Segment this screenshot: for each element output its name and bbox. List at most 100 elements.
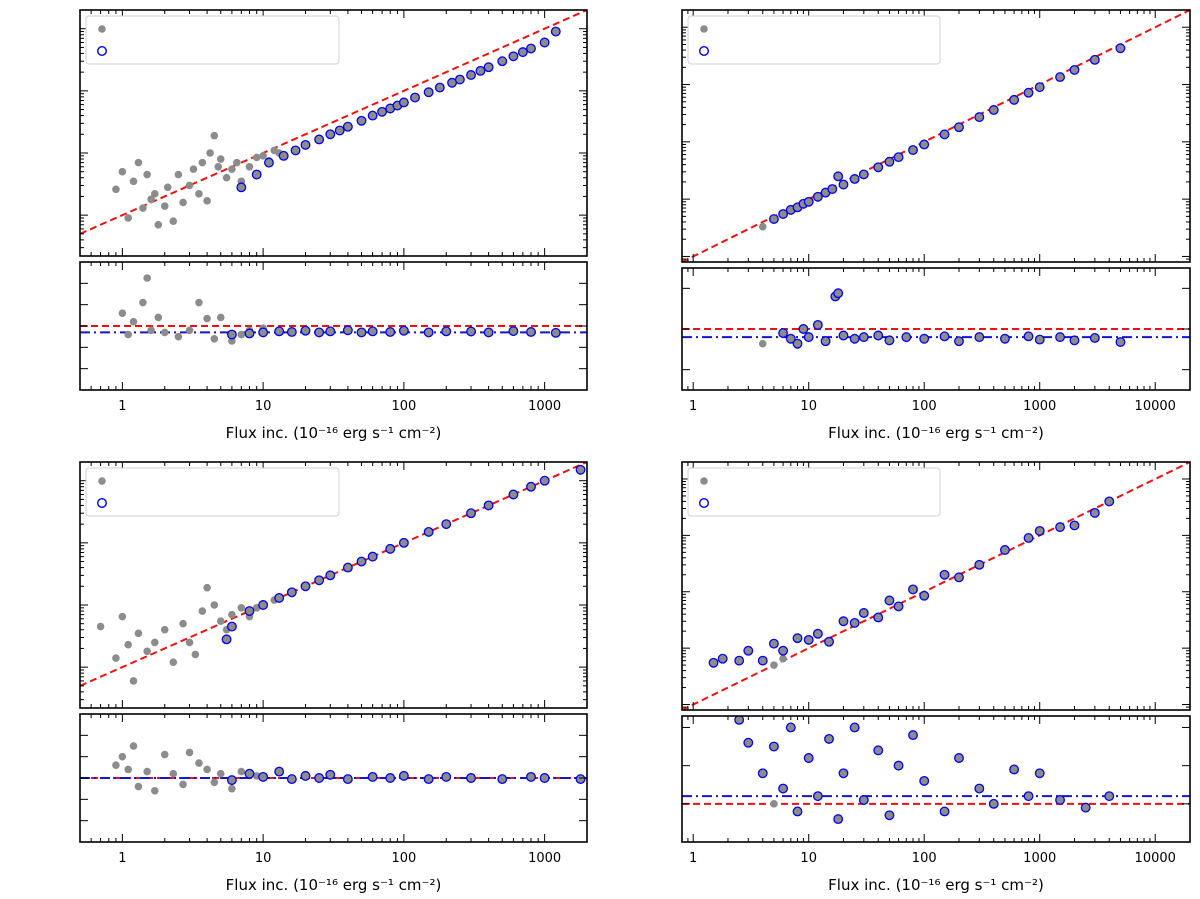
- x-tick-label: 1: [689, 399, 697, 414]
- good-redshift-point: [226, 329, 237, 340]
- agn-point: [143, 274, 151, 282]
- good-redshift-point: [824, 733, 834, 744]
- good-redshift-point: [974, 112, 985, 123]
- agn-point: [189, 165, 198, 173]
- good-redshift-point: [768, 741, 779, 752]
- x-tick-label: 100: [391, 851, 416, 866]
- good-redshift-point: [833, 814, 844, 825]
- good-redshift-point: [1104, 791, 1115, 802]
- good-redshift-point: [398, 770, 409, 781]
- good-redshift-point: [226, 621, 237, 632]
- good-redshift-point: [743, 645, 754, 656]
- good-redshift-point: [550, 26, 561, 37]
- good-redshift-point: [367, 551, 378, 562]
- good-redshift-point: [221, 634, 232, 645]
- good-redshift-point: [290, 145, 301, 156]
- good-redshift-point: [919, 590, 930, 601]
- good-redshift-point: [274, 592, 285, 603]
- x-tick-label: 10000: [1135, 851, 1176, 866]
- agn-point: [147, 195, 155, 204]
- x-tick-label: 1: [118, 851, 126, 866]
- good-redshift-point: [1009, 764, 1020, 775]
- good-redshift-point: [812, 628, 823, 639]
- agn-point: [198, 607, 207, 615]
- agn-point: [216, 617, 225, 625]
- good-redshift-point: [550, 327, 561, 338]
- good-redshift-point: [785, 333, 796, 344]
- good-redshift-point: [803, 634, 814, 645]
- good-redshift-point: [1115, 43, 1126, 54]
- agn-point: [195, 298, 203, 307]
- good-redshift-point: [508, 489, 519, 500]
- good-redshift-point: [939, 569, 950, 580]
- good-redshift-point: [423, 774, 434, 785]
- agn-point: [151, 190, 159, 198]
- x-tick-label: 10000: [1135, 399, 1176, 414]
- good-redshift-point: [575, 464, 586, 475]
- good-redshift-point: [792, 806, 803, 817]
- good-redshift-point: [325, 326, 336, 337]
- agn-point: [129, 177, 138, 186]
- legend-marker-agn: [700, 25, 708, 33]
- agn-point: [203, 765, 211, 774]
- good-redshift-point: [342, 325, 353, 336]
- plot-area-p2: [682, 10, 1190, 262]
- good-redshift-point: [812, 791, 823, 802]
- panel-p4: [681, 461, 1191, 711]
- good-redshift-point: [792, 633, 803, 644]
- axes-frame: [79, 461, 588, 709]
- good-redshift-point: [300, 139, 311, 150]
- agn-point: [129, 677, 138, 685]
- agn-point: [124, 214, 132, 222]
- good-redshift-point: [483, 62, 494, 73]
- axes-frame: [681, 9, 1191, 263]
- good-redshift-point: [757, 768, 768, 779]
- good-redshift-point: [325, 769, 336, 780]
- good-redshift-point: [1069, 64, 1080, 75]
- agn-point: [179, 619, 187, 628]
- good-redshift-point: [356, 556, 367, 567]
- agn-point: [195, 190, 203, 198]
- plot-area-p4_diff: [682, 716, 1190, 825]
- agn-point: [245, 162, 254, 171]
- agn-point: [228, 610, 236, 619]
- good-redshift-point: [423, 327, 434, 338]
- agn-point: [160, 750, 169, 759]
- x-tick-label: 10: [255, 851, 272, 866]
- good-redshift-point: [454, 74, 465, 85]
- good-redshift-point: [858, 608, 869, 618]
- good-redshift-point: [778, 645, 789, 656]
- good-redshift-point: [1055, 795, 1066, 805]
- plot-area-p4: [682, 462, 1190, 710]
- legend-marker-good: [699, 46, 710, 57]
- agn-point: [124, 640, 132, 649]
- good-redshift-point: [466, 70, 476, 80]
- good-redshift-point: [893, 601, 904, 612]
- panel-p2_diff: 1 10 100 1000 10000 Flux inc. (10⁻¹⁶ erg s⁻¹ …: [681, 267, 1191, 442]
- good-redshift-point: [300, 770, 311, 781]
- good-redshift-point: [244, 768, 255, 779]
- agn-point: [237, 330, 246, 339]
- x-tick-label: 100: [912, 851, 937, 866]
- agn-point: [179, 198, 187, 207]
- good-redshift-point: [884, 810, 895, 821]
- good-redshift-point: [803, 332, 814, 343]
- x-tick-label: 10: [255, 399, 272, 414]
- good-redshift-point: [286, 587, 297, 598]
- good-redshift-point: [849, 333, 860, 344]
- good-redshift-point: [919, 775, 930, 786]
- good-redshift-point: [367, 326, 378, 337]
- plot-area-p3: [80, 462, 587, 687]
- agn-point: [139, 298, 147, 307]
- agn-point: [112, 761, 120, 769]
- good-redshift-point: [827, 184, 838, 195]
- good-redshift-point: [466, 508, 476, 519]
- good-redshift-point: [1089, 507, 1100, 518]
- agn-point: [216, 155, 225, 163]
- legend: [85, 467, 340, 517]
- good-redshift-point: [314, 575, 325, 586]
- good-redshift-point: [873, 330, 884, 341]
- x-axis-label: Flux inc. (10⁻¹⁶ erg s⁻¹ cm⁻²): [828, 424, 1044, 442]
- good-redshift-point: [858, 169, 869, 180]
- legend-marker-agn: [98, 25, 106, 33]
